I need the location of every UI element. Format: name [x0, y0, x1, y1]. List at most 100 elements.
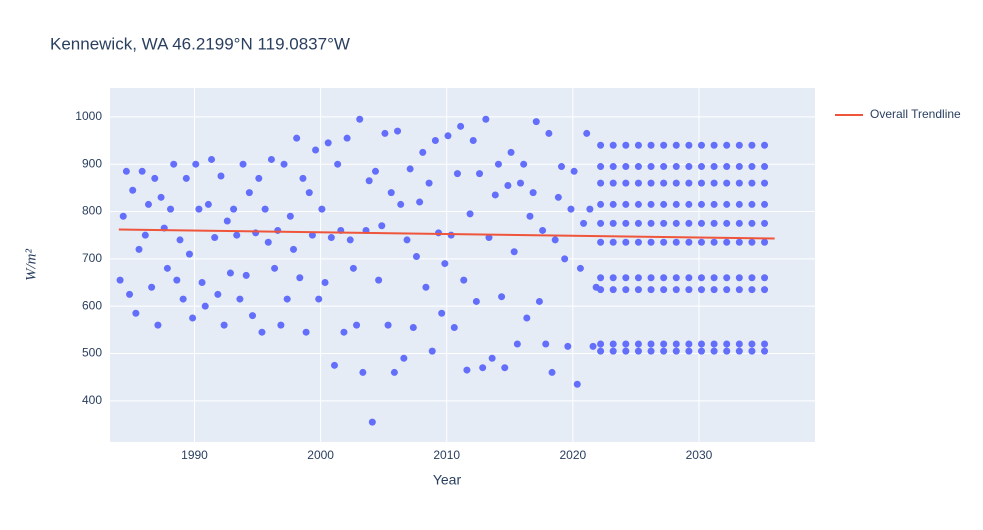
point: [381, 129, 389, 137]
point: [761, 347, 769, 355]
point: [710, 238, 718, 246]
point: [597, 179, 605, 187]
point: [428, 347, 436, 355]
point: [233, 231, 241, 239]
point: [597, 238, 605, 246]
point: [761, 286, 769, 294]
point: [245, 189, 253, 197]
point: [132, 309, 140, 317]
point: [441, 260, 449, 268]
point: [135, 245, 143, 253]
point: [597, 219, 605, 227]
point: [622, 274, 630, 282]
point: [672, 219, 680, 227]
point: [167, 205, 175, 213]
point: [622, 238, 630, 246]
point: [157, 193, 165, 201]
point: [129, 186, 137, 194]
point: [226, 269, 234, 277]
point: [305, 189, 313, 197]
point: [761, 238, 769, 246]
point: [685, 163, 693, 171]
point: [204, 200, 212, 208]
point: [450, 323, 458, 331]
point: [723, 238, 731, 246]
point: [609, 219, 617, 227]
point: [384, 321, 392, 329]
point: [609, 141, 617, 149]
point: [286, 212, 294, 220]
point: [264, 238, 272, 246]
point: [710, 163, 718, 171]
point: [697, 163, 705, 171]
point: [660, 286, 668, 294]
point: [447, 231, 455, 239]
point: [469, 137, 477, 145]
point: [542, 340, 550, 348]
point: [748, 238, 756, 246]
point: [353, 321, 361, 329]
point: [330, 361, 338, 369]
point: [179, 295, 187, 303]
point: [647, 200, 655, 208]
point: [435, 229, 443, 237]
point: [622, 347, 630, 355]
point: [526, 212, 534, 220]
point: [710, 340, 718, 348]
point: [283, 295, 291, 303]
point: [710, 347, 718, 355]
point: [308, 231, 316, 239]
point: [597, 141, 605, 149]
point: [710, 200, 718, 208]
point: [609, 163, 617, 171]
y-tick-label: 800: [82, 204, 102, 218]
point: [634, 340, 642, 348]
point: [208, 155, 216, 163]
point: [748, 340, 756, 348]
point: [466, 210, 474, 218]
point: [761, 163, 769, 171]
point: [748, 286, 756, 294]
point: [217, 172, 225, 180]
point: [576, 264, 584, 272]
point: [685, 141, 693, 149]
point: [586, 205, 594, 213]
point: [723, 179, 731, 187]
point: [255, 174, 263, 182]
point: [453, 170, 461, 178]
point: [148, 283, 156, 291]
point: [198, 279, 206, 287]
point: [267, 155, 275, 163]
point: [710, 274, 718, 282]
point: [170, 160, 178, 168]
point: [539, 226, 547, 234]
point: [425, 179, 433, 187]
point: [609, 347, 617, 355]
point: [192, 160, 200, 168]
point: [748, 274, 756, 282]
point: [548, 368, 556, 376]
point: [318, 205, 326, 213]
point: [223, 217, 231, 225]
point: [660, 219, 668, 227]
point: [685, 274, 693, 282]
point: [438, 309, 446, 317]
point: [660, 340, 668, 348]
point: [685, 286, 693, 294]
point: [488, 354, 496, 362]
point: [647, 141, 655, 149]
point: [723, 200, 731, 208]
point: [748, 347, 756, 355]
point: [597, 200, 605, 208]
point: [211, 234, 219, 242]
point: [280, 160, 288, 168]
point: [561, 255, 569, 263]
point: [723, 286, 731, 294]
point: [479, 364, 487, 372]
point: [302, 328, 310, 336]
point: [685, 200, 693, 208]
point: [258, 328, 266, 336]
point: [116, 276, 124, 284]
point: [299, 174, 307, 182]
y-tick-label: 400: [82, 393, 102, 407]
